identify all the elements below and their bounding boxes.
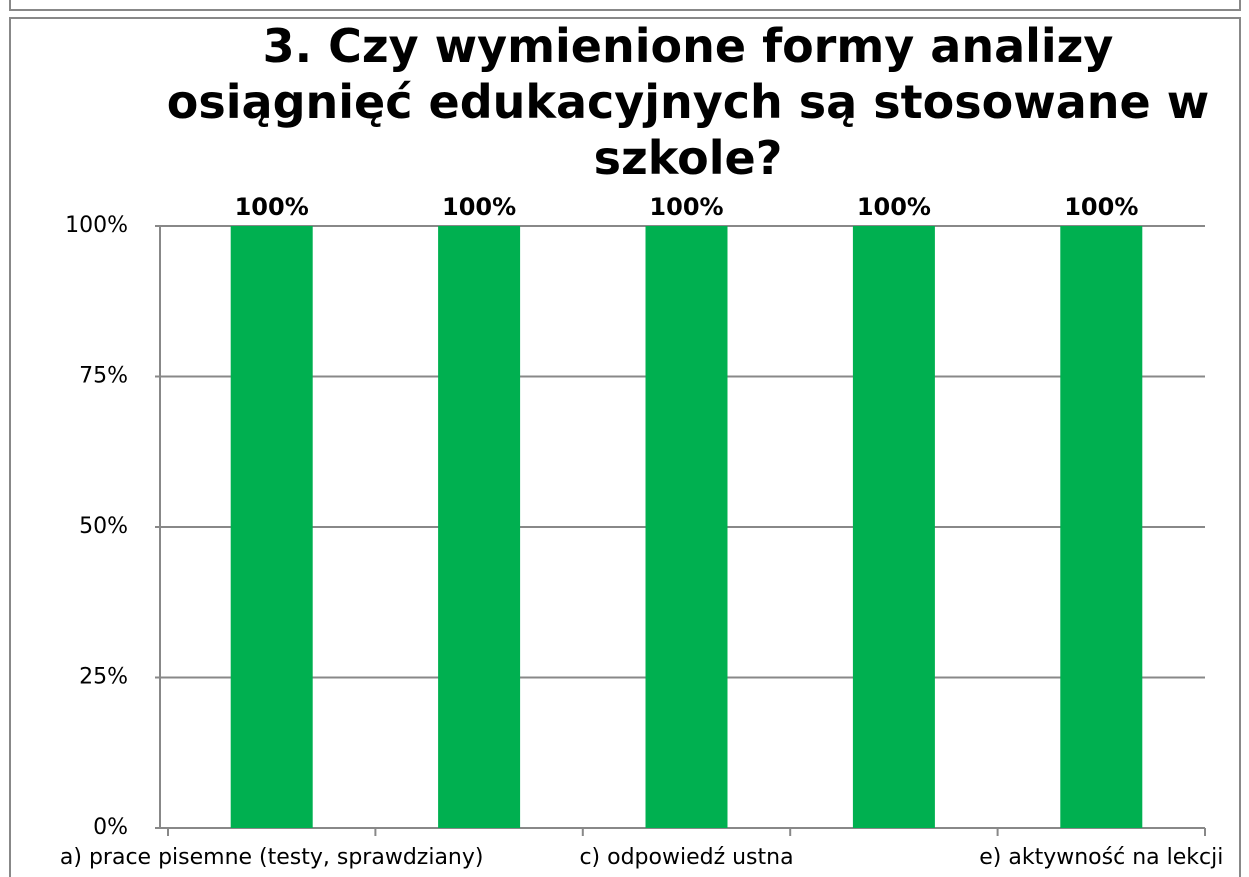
x-tick-label: c) odpowiedź ustna <box>579 845 793 870</box>
frame-top <box>9 0 1241 11</box>
value-label: 100% <box>649 193 723 221</box>
y-tick-label: 75% <box>79 364 128 389</box>
value-label: 100% <box>235 193 309 221</box>
chart-border <box>9 17 1241 877</box>
bar <box>438 226 521 828</box>
value-label: 100% <box>857 193 931 221</box>
bar <box>852 226 935 828</box>
y-tick-label: 0% <box>93 815 128 840</box>
y-tick-label: 25% <box>79 665 128 690</box>
y-tick-label: 50% <box>79 514 128 539</box>
bar <box>645 226 728 828</box>
value-label: 100% <box>442 193 516 221</box>
x-tick-label: a) prace pisemne (testy, sprawdziany) <box>60 845 484 870</box>
bar <box>230 226 313 828</box>
x-tick-label: e) aktywność na lekcji <box>979 845 1223 870</box>
y-tick-label: 100% <box>65 213 128 238</box>
chart-title: 3. Czy wymienione formy analizy osiągnię… <box>166 19 1210 185</box>
bar <box>1060 226 1143 828</box>
value-label: 100% <box>1064 193 1138 221</box>
